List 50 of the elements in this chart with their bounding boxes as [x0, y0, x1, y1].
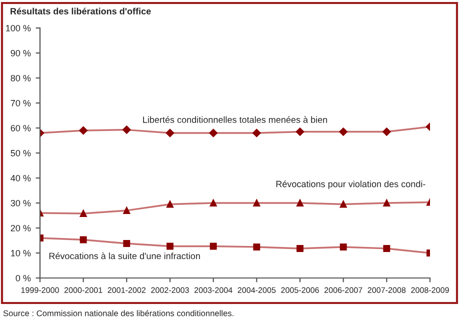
x-tick-label: 1999-2000 — [21, 287, 59, 293]
point — [340, 200, 347, 208]
chart-title: Résultats des libérations d'office — [10, 8, 151, 14]
x-tick-label: 2005-2006 — [281, 287, 319, 293]
y-tick-label: 50 % — [10, 150, 31, 156]
point — [253, 200, 260, 206]
point — [210, 242, 217, 250]
point — [339, 128, 348, 136]
point — [122, 126, 131, 134]
point — [166, 200, 174, 208]
point — [210, 200, 217, 206]
y-tick-label: 100 % — [6, 24, 31, 32]
x-tick-label: 2000-2001 — [64, 287, 102, 293]
point — [252, 128, 261, 138]
point — [383, 245, 390, 252]
y-tick-label: 0 % — [16, 274, 31, 282]
point — [166, 128, 174, 138]
point — [123, 207, 130, 214]
source-note: Source : Commission nationale des libérations conditionnelles. — [3, 310, 234, 316]
point — [383, 200, 390, 206]
point — [296, 200, 304, 206]
y-tick-label: 60 % — [10, 124, 31, 132]
point — [340, 244, 347, 250]
x-tick-label: 2004-2005 — [238, 287, 276, 293]
point — [166, 242, 174, 250]
point — [296, 245, 304, 252]
y-tick-label: 80 % — [10, 74, 31, 82]
y-tick-label: 10 % — [11, 250, 31, 256]
y-tick-label: 40 % — [10, 174, 31, 182]
x-tick-label: 2006-2007 — [324, 287, 362, 293]
series-label: Révocations pour violation des condi- — [276, 180, 426, 190]
x-tick-label: 2001-2002 — [108, 287, 146, 293]
x-tick-label: 2002-2003 — [151, 287, 189, 293]
point — [80, 236, 87, 244]
y-tick-label: 90 % — [10, 50, 31, 56]
point — [123, 240, 130, 247]
x-tick-label: 2003-2004 — [194, 287, 232, 293]
series-label: Libertés conditionnelles totales menées à bien — [143, 116, 328, 123]
y-tick-label: 20 % — [10, 224, 31, 232]
point — [382, 128, 391, 136]
y-tick-label: 30 % — [10, 200, 31, 206]
point — [79, 126, 88, 135]
point — [253, 244, 260, 250]
point — [209, 128, 218, 138]
x-tick-label: 2007-2008 — [368, 287, 406, 293]
point — [296, 128, 304, 136]
point — [80, 210, 87, 217]
x-tick-label: 2008-2009 — [411, 287, 449, 293]
series-label: Révocations à la suite d'une infraction — [49, 252, 200, 260]
y-tick-label: 70 % — [10, 100, 31, 106]
